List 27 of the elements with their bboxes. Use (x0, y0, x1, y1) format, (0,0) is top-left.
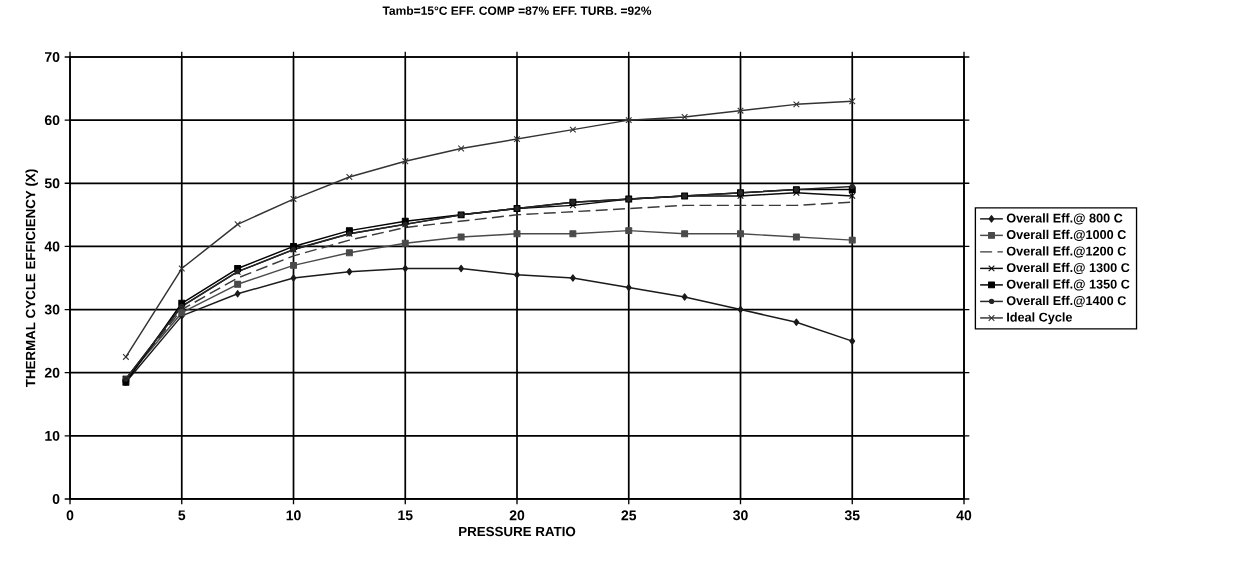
x-tick-label: 20 (509, 510, 525, 521)
x-axis-title: PRESSURE RATIO (459, 526, 576, 537)
x-tick-label: 10 (286, 510, 301, 521)
legend-label: Overall Eff.@1200 C (1006, 246, 1126, 258)
legend-label: Ideal Cycle (1007, 312, 1073, 325)
y-axis-title: THERMAL CYCLE EFFICIENCY (X) (25, 169, 38, 388)
x-tick-label: 40 (956, 510, 972, 521)
legend-label: Overall Eff.@1400 C (1006, 295, 1126, 308)
x-tick-label: 0 (66, 510, 74, 521)
x-tick-label: 15 (398, 510, 413, 521)
y-tick-label: 30 (44, 304, 60, 315)
legend-label: Overall Eff.@ 1350 C (1006, 279, 1130, 291)
x-tick-label: 30 (733, 510, 748, 521)
chart-title: Tamb=15°C EFF. COMP =87% EFF. TURB. =92% (382, 6, 652, 15)
x-tick-label: 35 (844, 510, 860, 521)
y-tick-label: 0 (52, 494, 60, 504)
legend-label: Overall Eff.@ 1300 C (1006, 262, 1130, 274)
legend-label: Overall Eff.@ 800 C (1006, 213, 1123, 225)
y-tick-label: 20 (44, 367, 60, 378)
x-tick-label: 25 (621, 510, 637, 521)
x-tick-label: 5 (178, 510, 186, 521)
legend-label: Overall Eff.@1000 C (1006, 229, 1126, 241)
y-tick-label: 70 (45, 52, 60, 62)
y-tick-label: 50 (44, 178, 60, 189)
y-tick-label: 10 (45, 430, 60, 441)
y-tick-label: 60 (44, 115, 60, 126)
y-tick-label: 40 (44, 241, 60, 252)
